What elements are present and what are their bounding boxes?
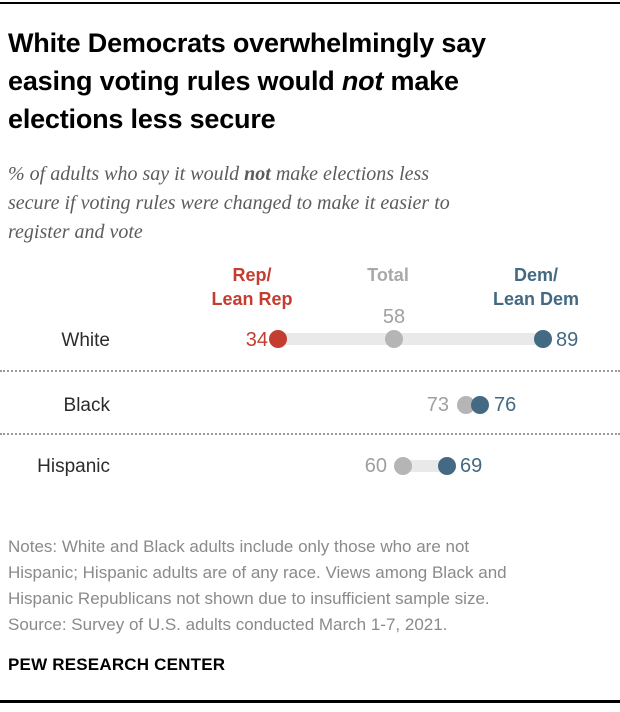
notes-line-4: Source: Survey of U.S. adults conducted … bbox=[8, 615, 448, 634]
pew-research-center-wordmark: PEW RESEARCH CENTER bbox=[8, 655, 226, 674]
legend-rep-lean-rep: Rep/ Lean Rep bbox=[211, 265, 293, 309]
top-divider bbox=[0, 2, 620, 4]
value-total-hispanic: 60 bbox=[364, 455, 387, 477]
chart-notes: Notes: White and Black adults include on… bbox=[8, 534, 612, 638]
total-dot-white bbox=[385, 330, 403, 348]
value-dem-white: 89 bbox=[556, 329, 579, 351]
category-label-black: Black bbox=[63, 395, 110, 416]
category-label-white: White bbox=[61, 330, 110, 351]
title-line-2: easing voting rules would not make bbox=[8, 66, 459, 96]
title-line-1: White Democrats overwhelmingly say bbox=[8, 28, 486, 58]
subtitle-line-3: register and vote bbox=[8, 221, 143, 243]
chart-subtitle: % of adults who say it would not make el… bbox=[8, 160, 612, 247]
title-emphasis: not bbox=[341, 66, 384, 96]
row-separator-2 bbox=[0, 433, 620, 435]
value-total-black: 73 bbox=[426, 394, 449, 416]
value-rep-white: 34 bbox=[245, 329, 268, 351]
subtitle-line-1: % of adults who say it would not make el… bbox=[8, 163, 430, 185]
legend-dem-lean-dem: Dem/ Lean Dem bbox=[492, 265, 580, 309]
dem-dot-black bbox=[471, 396, 489, 414]
value-dem-hispanic: 69 bbox=[460, 455, 483, 477]
dem-dot-hispanic bbox=[438, 457, 456, 475]
value-dem-black: 76 bbox=[494, 394, 517, 416]
legend-total: Total bbox=[367, 265, 409, 285]
connector-white bbox=[271, 333, 551, 345]
value-total-white: 58 bbox=[382, 306, 406, 328]
title-line-3: elections less secure bbox=[8, 104, 276, 134]
category-label-hispanic: Hispanic bbox=[37, 456, 110, 477]
subtitle-line-2: secure if voting rules were changed to m… bbox=[8, 192, 450, 214]
dem-dot-white bbox=[534, 330, 552, 348]
subtitle-emphasis: not bbox=[244, 163, 271, 185]
total-dot-black bbox=[457, 396, 475, 414]
notes-line-1: Notes: White and Black adults include on… bbox=[8, 537, 470, 556]
notes-line-3: Hispanic Republicans not shown due to in… bbox=[8, 589, 490, 608]
total-dot-hispanic bbox=[394, 457, 412, 475]
row-separator-1 bbox=[0, 370, 620, 372]
notes-line-2: Hispanic; Hispanic adults are of any rac… bbox=[8, 563, 507, 582]
chart-title: White Democrats overwhelmingly say easin… bbox=[8, 24, 612, 138]
bottom-divider bbox=[0, 700, 620, 703]
rep-dot-white bbox=[269, 330, 287, 348]
